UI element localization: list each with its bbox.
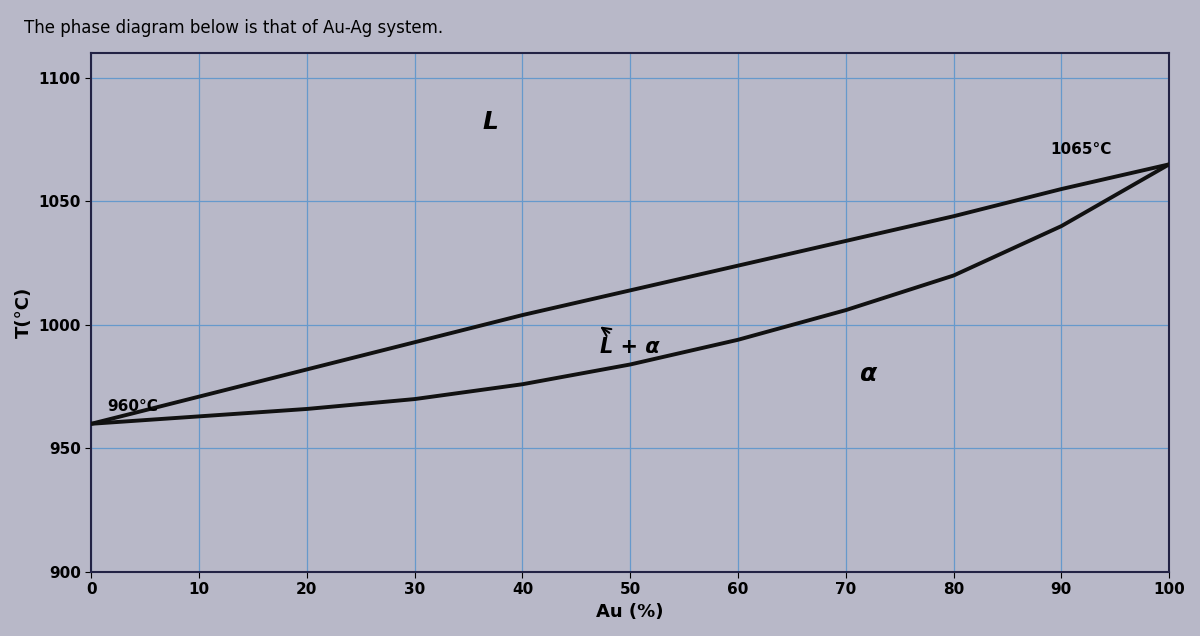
Text: L + α: L + α — [600, 328, 660, 357]
Y-axis label: T(°C): T(°C) — [14, 287, 32, 338]
Text: 1065°C: 1065°C — [1050, 142, 1112, 157]
Text: L: L — [482, 110, 498, 134]
X-axis label: Au (%): Au (%) — [596, 603, 664, 621]
Text: The phase diagram below is that of Au-Ag system.: The phase diagram below is that of Au-Ag… — [24, 19, 443, 37]
Text: 960°C: 960°C — [108, 399, 158, 414]
Text: α: α — [859, 363, 876, 386]
